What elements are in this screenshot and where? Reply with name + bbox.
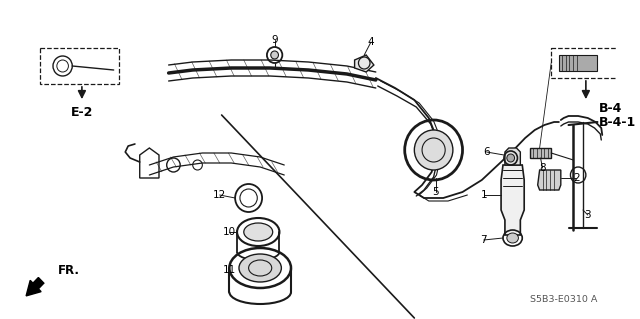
Ellipse shape [271, 51, 278, 59]
Text: B-4-1: B-4-1 [599, 115, 637, 129]
Text: 6: 6 [483, 147, 490, 157]
Polygon shape [505, 148, 520, 165]
Text: 4: 4 [367, 37, 374, 47]
Text: 1: 1 [481, 190, 487, 200]
Text: FR.: FR. [58, 264, 80, 278]
Text: 7: 7 [481, 235, 487, 245]
Text: 12: 12 [213, 190, 227, 200]
Text: 2: 2 [573, 173, 580, 183]
Bar [551, 48, 621, 78]
Ellipse shape [244, 223, 273, 241]
Ellipse shape [414, 130, 453, 170]
Text: E-2: E-2 [70, 106, 93, 118]
Bar [40, 48, 120, 84]
Text: 10: 10 [223, 227, 236, 237]
Polygon shape [501, 165, 524, 235]
Polygon shape [538, 170, 561, 190]
Polygon shape [355, 55, 374, 72]
Text: 3: 3 [584, 210, 591, 220]
Bar [559, 55, 597, 71]
Ellipse shape [239, 254, 282, 282]
Text: 5: 5 [432, 187, 439, 197]
Text: 8: 8 [539, 163, 546, 173]
FancyArrow shape [26, 278, 44, 296]
Text: S5B3-E0310 A: S5B3-E0310 A [530, 295, 597, 305]
Ellipse shape [507, 233, 518, 243]
Text: 9: 9 [271, 35, 278, 45]
Ellipse shape [507, 154, 515, 162]
Text: B-4: B-4 [599, 101, 623, 115]
Bar [530, 148, 551, 158]
Text: 11: 11 [223, 265, 236, 275]
